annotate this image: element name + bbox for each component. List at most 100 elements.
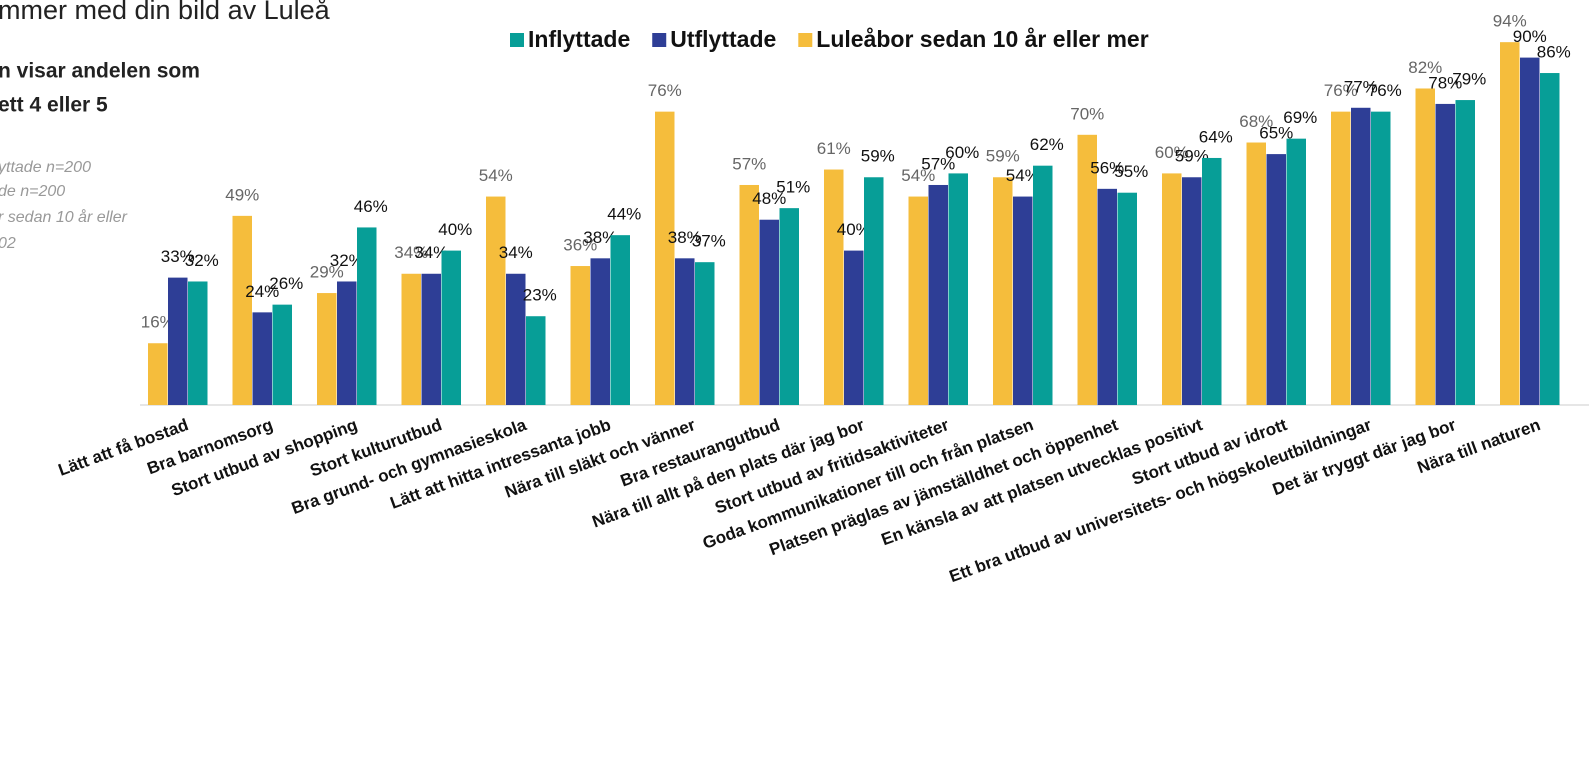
value-label: 32% [185, 251, 219, 270]
legend-label: Utflyttade [670, 26, 776, 52]
bar [1415, 88, 1435, 405]
bar [1266, 154, 1286, 405]
note: 02 [0, 235, 16, 252]
bar [1520, 57, 1540, 405]
value-label: 79% [1452, 70, 1486, 89]
bar [1331, 111, 1351, 405]
bar [824, 169, 844, 405]
chart-title: mmer med din bild av Luleå [0, 0, 331, 25]
value-label: 76% [1368, 81, 1402, 100]
value-label: 38% [583, 228, 617, 247]
value-label: 70% [1070, 104, 1104, 123]
bar [401, 273, 421, 405]
bar [232, 215, 252, 405]
bar [1077, 134, 1097, 406]
value-label: 49% [225, 185, 259, 204]
value-label: 60% [945, 143, 979, 162]
value-label: 38% [668, 228, 702, 247]
legend-label: Inflyttade [528, 26, 630, 52]
bar [844, 250, 864, 405]
bar [908, 196, 928, 405]
value-label: 61% [817, 139, 851, 158]
bar [993, 177, 1013, 405]
legend-swatch [510, 33, 524, 47]
value-label: 32% [330, 251, 364, 270]
bar [1455, 100, 1475, 405]
value-label: 59% [986, 147, 1020, 166]
bar [1162, 173, 1182, 405]
value-label: 86% [1537, 43, 1571, 62]
value-label: 34% [414, 243, 448, 262]
bar [421, 273, 441, 405]
value-label: 46% [354, 197, 388, 216]
value-label: 40% [438, 220, 472, 239]
value-label: 54% [901, 166, 935, 185]
bar [188, 281, 208, 405]
value-label: 44% [607, 205, 641, 224]
bar [928, 184, 948, 405]
value-label: 64% [1199, 127, 1233, 146]
value-label: 82% [1408, 58, 1442, 77]
value-label: 77% [1344, 77, 1378, 96]
bar [779, 208, 799, 405]
bar [1435, 103, 1455, 406]
bar [148, 343, 168, 405]
bar [590, 258, 610, 405]
bar [317, 293, 337, 405]
value-label: 69% [1283, 108, 1317, 127]
bar [864, 177, 884, 405]
value-label: 57% [732, 154, 766, 173]
value-label: 55% [1114, 162, 1148, 181]
bar [1500, 42, 1520, 405]
value-label: 24% [245, 282, 279, 301]
bar [1351, 107, 1371, 405]
value-label: 56% [1090, 158, 1124, 177]
note: r sedan 10 år eller [0, 208, 128, 226]
value-label: 34% [499, 243, 533, 262]
bar [695, 262, 715, 405]
note: yttade n=200 [0, 159, 91, 176]
bar [948, 173, 968, 405]
bar [337, 281, 357, 405]
bar [1286, 138, 1306, 405]
value-label: 78% [1428, 73, 1462, 92]
bar [675, 258, 695, 405]
value-label: 51% [776, 178, 810, 197]
bar [486, 196, 506, 405]
bar [168, 277, 188, 405]
note: de n=200 [0, 183, 65, 200]
value-label: 26% [269, 274, 303, 293]
value-label: 37% [692, 232, 726, 251]
bar [1540, 73, 1560, 405]
value-label: 40% [837, 220, 871, 239]
value-label: 23% [523, 286, 557, 305]
value-label: 48% [752, 189, 786, 208]
bar [526, 316, 546, 405]
value-label: 33% [161, 247, 195, 266]
bar [610, 235, 630, 405]
legend: Inflyttade Utflyttade Luleåbor sedan 10 år… [510, 26, 1149, 52]
subtitle: n visar andelen som [0, 60, 200, 83]
value-label: 36% [563, 236, 597, 255]
value-label: 60% [1155, 143, 1189, 162]
bar [1246, 142, 1266, 405]
value-label: 76% [648, 81, 682, 100]
bar [1371, 111, 1391, 405]
value-label: 94% [1493, 12, 1527, 31]
bar [1013, 196, 1033, 405]
value-label: 68% [1239, 112, 1273, 131]
bar [252, 312, 272, 405]
value-label: 29% [310, 263, 344, 282]
value-label: 59% [1175, 147, 1209, 166]
legend-swatch [798, 33, 813, 47]
bar [1182, 177, 1202, 405]
bar [1117, 192, 1137, 405]
value-label: 76% [1324, 81, 1358, 100]
bar [1202, 157, 1222, 405]
bar [272, 304, 292, 405]
legend-swatch [652, 33, 667, 47]
value-label: 54% [1006, 166, 1040, 185]
bar [506, 273, 526, 405]
bar [441, 250, 461, 405]
